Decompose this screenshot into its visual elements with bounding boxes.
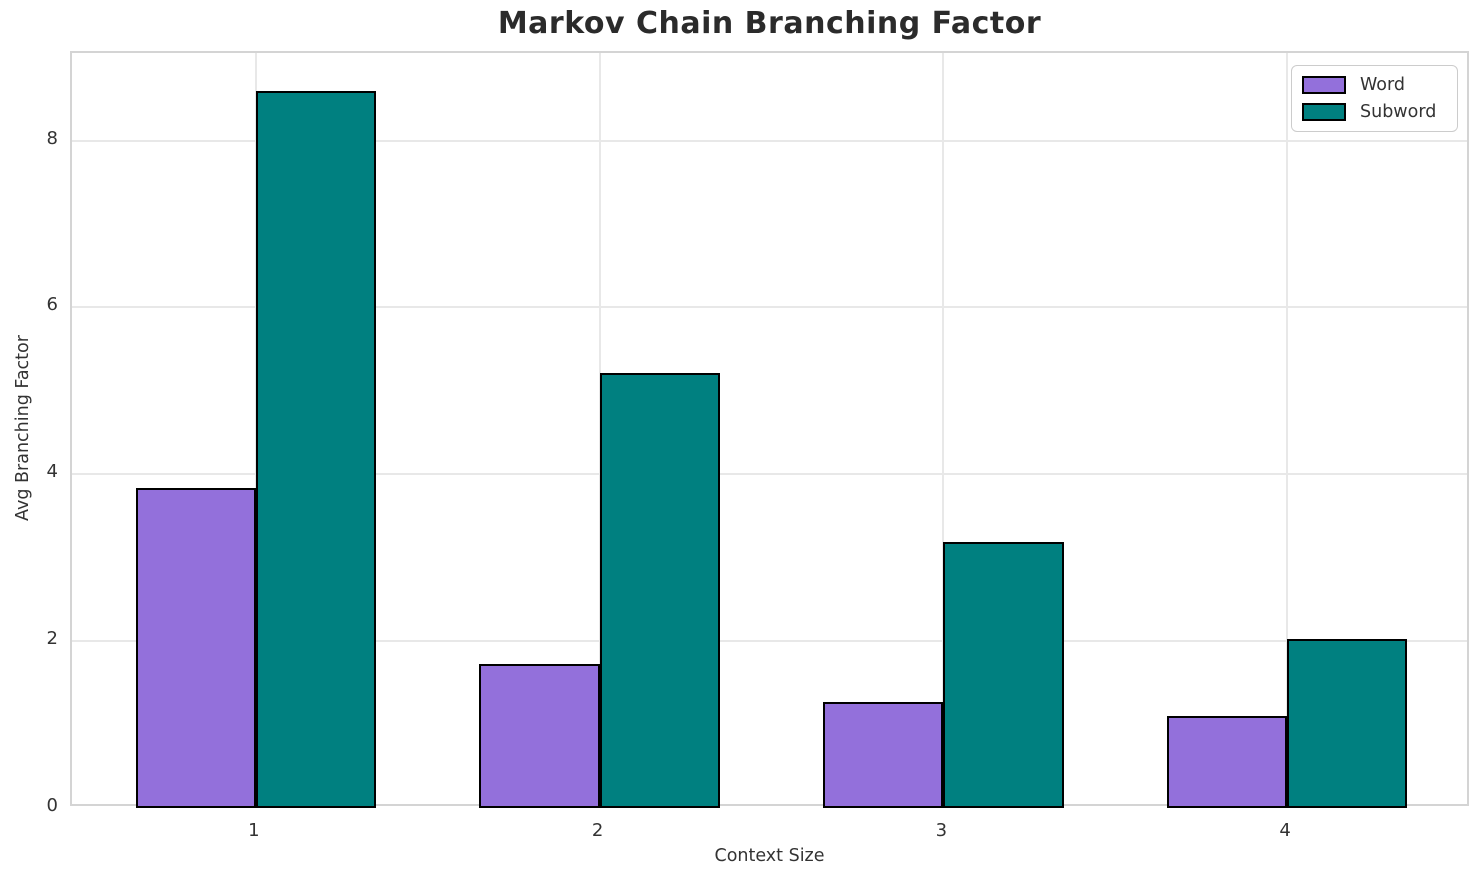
x-tick-label: 3: [935, 820, 948, 841]
y-tick-label: 8: [46, 127, 58, 149]
legend-item-word: Word: [1302, 75, 1447, 95]
bar-word-context-2: [479, 663, 600, 808]
legend: Word Subword: [1291, 65, 1458, 132]
x-axis-label: Context Size: [714, 846, 825, 866]
gridline-horizontal: [72, 640, 1467, 643]
legend-swatch-word: [1302, 76, 1346, 94]
gridline-vertical: [942, 53, 945, 804]
bar-subword-context-1: [255, 90, 377, 808]
bar-subword-context-4: [1287, 639, 1408, 808]
y-tick-label: 4: [46, 461, 58, 483]
bar-word-context-4: [1166, 716, 1288, 808]
legend-item-subword: Subword: [1302, 102, 1447, 122]
plot-area: Word Subword: [70, 51, 1469, 808]
gridline-vertical: [1286, 53, 1289, 804]
gridline-horizontal: [72, 139, 1467, 142]
legend-swatch-subword: [1302, 103, 1346, 121]
gridline-horizontal: [72, 473, 1467, 476]
x-tick-label: 1: [248, 820, 260, 841]
y-tick-label: 2: [46, 628, 58, 650]
legend-label: Subword: [1360, 102, 1437, 122]
y-tick-label: 0: [46, 795, 58, 816]
chart-title: Markov Chain Branching Factor: [497, 6, 1042, 41]
bar-subword-context-2: [599, 372, 720, 808]
gridline-horizontal: [72, 306, 1467, 309]
y-tick-label: 6: [46, 294, 58, 316]
y-axis-label: Avg Branching Factor: [13, 335, 33, 521]
legend-label: Word: [1360, 75, 1405, 95]
x-tick-label: 4: [1279, 820, 1291, 841]
x-tick-label: 2: [591, 820, 604, 841]
bar-word-context-1: [135, 488, 256, 808]
bar-word-context-3: [823, 702, 944, 808]
bar-subword-context-3: [943, 541, 1064, 808]
